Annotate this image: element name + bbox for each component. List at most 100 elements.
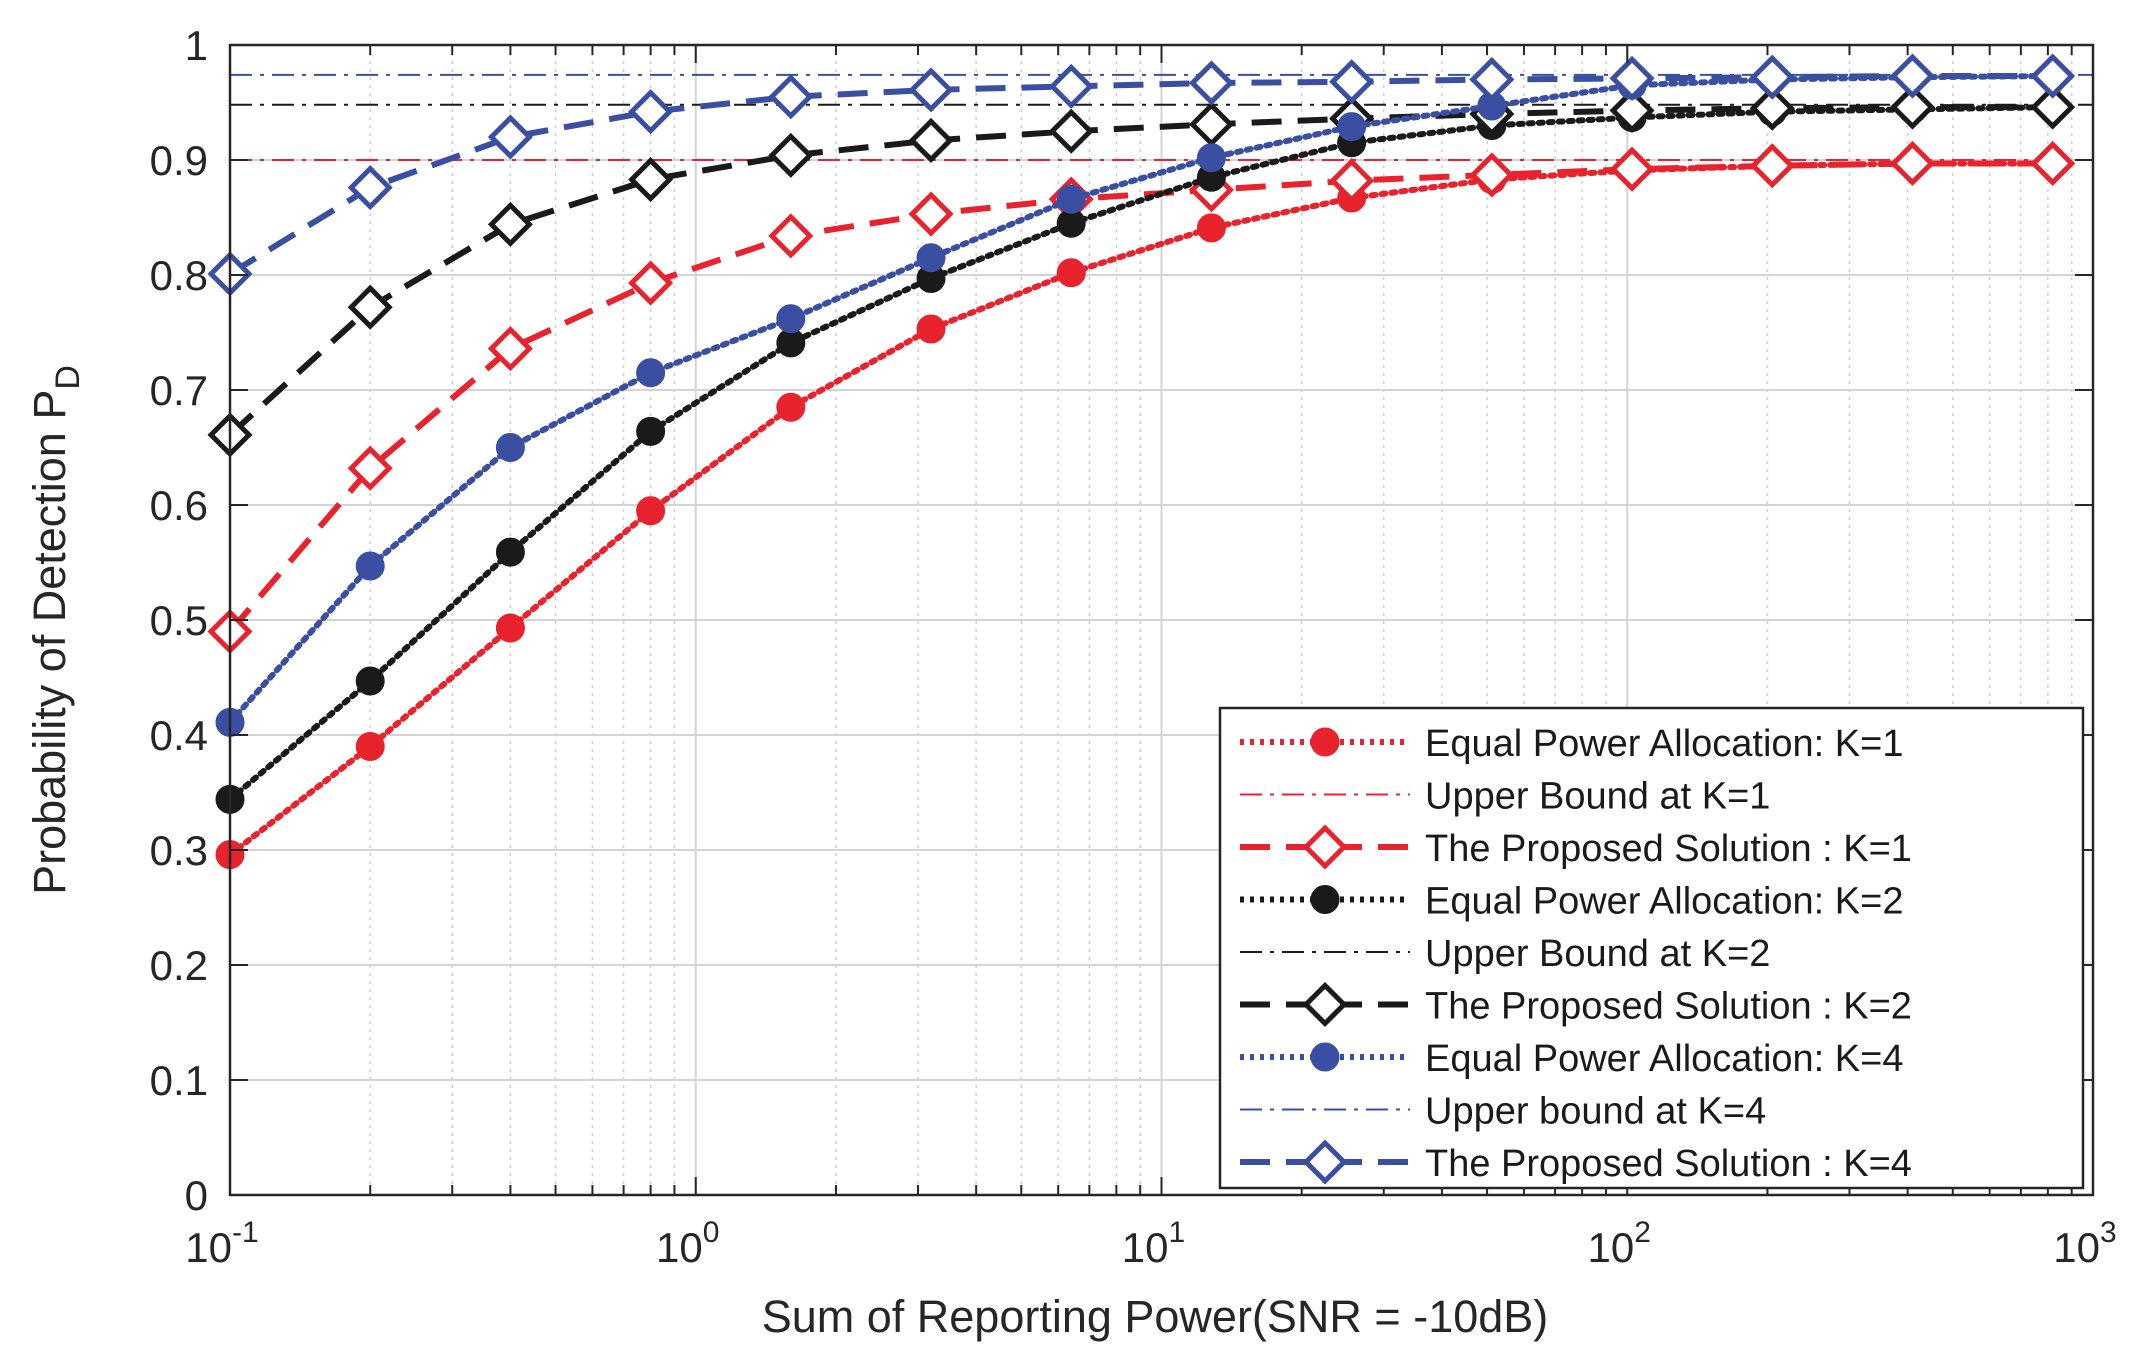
data-point: [636, 496, 666, 526]
data-point: [636, 358, 666, 388]
legend-marker: [1302, 1139, 1348, 1185]
data-point: [1329, 59, 1375, 105]
data-point: [355, 666, 385, 696]
y-tick-label: 0.9: [150, 137, 208, 184]
legend-label: Upper Bound at K=2: [1425, 933, 1770, 975]
legend-marker: [1310, 1042, 1340, 1072]
legend-item: The Proposed Solution : K=1: [1240, 824, 1912, 870]
legend-label: Equal Power Allocation: K=1: [1425, 723, 1903, 765]
y-axis-label-subscript: D: [49, 365, 87, 390]
series-line: [227, 104, 2053, 438]
data-point: [916, 314, 946, 344]
data-point: [347, 165, 393, 211]
legend-item: Upper Bound at K=2: [1240, 933, 1770, 975]
data-point: [1609, 146, 1655, 192]
legend-label: Equal Power Allocation: K=2: [1425, 881, 1903, 923]
y-tick-label: 0.3: [150, 827, 208, 874]
series-6: [207, 84, 2076, 458]
legend-label: Upper bound at K=4: [1425, 1091, 1766, 1133]
data-point: [768, 213, 814, 259]
legend-item: Equal Power Allocation: K=2: [1240, 881, 1903, 923]
data-point: [1469, 56, 1515, 103]
data-point: [1048, 63, 1094, 109]
data-point: [487, 114, 533, 160]
legend-item: Equal Power Allocation: K=4: [1240, 1038, 1903, 1080]
y-tick-label: 0.6: [150, 482, 208, 529]
data-point: [776, 392, 806, 422]
y-tick-label: 0.4: [150, 712, 208, 759]
legend-marker: [1302, 824, 1348, 870]
y-tick-label: 0: [185, 1172, 208, 1219]
legend-item: The Proposed Solution : K=4: [1240, 1139, 1912, 1185]
y-axis-label-main: Probability of Detection P: [24, 390, 75, 895]
legend-label: The Proposed Solution : K=1: [1425, 828, 1912, 870]
series-line: [227, 160, 2053, 634]
data-point: [1469, 152, 1515, 198]
data-point: [2030, 84, 2076, 130]
legend: Equal Power Allocation: K=1 Upper Bound a…: [1218, 706, 2085, 1190]
legend-label: The Proposed Solution : K=4: [1425, 1143, 1912, 1185]
data-point: [347, 284, 393, 330]
data-point: [916, 243, 946, 273]
data-point: [768, 132, 814, 178]
legend-marker: [1310, 885, 1340, 914]
data-point: [1609, 88, 1655, 134]
x-tick-label: 101: [1122, 1216, 1185, 1271]
data-point: [908, 191, 954, 237]
data-point: [347, 445, 393, 491]
x-axis-label: Sum of Reporting Power(SNR = -10dB): [762, 1291, 1549, 1342]
data-point: [628, 89, 674, 135]
data-point: [495, 537, 525, 567]
data-point: [1889, 84, 1935, 130]
x-tick-label: 10-1: [185, 1216, 258, 1271]
legend-item: The Proposed Solution : K=2: [1240, 981, 1912, 1028]
data-point: [1749, 54, 1795, 100]
series-line: [228, 73, 2053, 277]
data-point: [628, 157, 674, 203]
x-tick-label: 102: [1588, 1216, 1651, 1271]
data-point: [1329, 158, 1375, 204]
y-tick-label: 0.1: [150, 1057, 208, 1104]
data-point: [1196, 143, 1226, 173]
data-point: [776, 304, 806, 334]
axis-tick-labels: 0 0.1 0.2 0.3 0.4 0.5 0.6 0.7 0.8 0.9 1 10-1 100 101 1…: [150, 22, 2117, 1271]
legend-marker: [1302, 981, 1348, 1028]
y-tick-label: 0.5: [150, 597, 208, 644]
legend-label: Upper Bound at K=1: [1425, 776, 1770, 818]
axis-ticks: [229, 44, 2093, 1196]
data-point: [355, 732, 385, 761]
data-point: [487, 201, 533, 247]
y-tick-label: 0.7: [150, 367, 208, 414]
legend-item: Equal Power Allocation: K=1: [1240, 723, 1903, 765]
data-point: [908, 67, 954, 113]
data-point: [495, 433, 525, 462]
x-tick-label: 100: [656, 1216, 719, 1271]
data-point: [1749, 85, 1795, 131]
data-point: [1889, 53, 1935, 99]
x-tick-label: 103: [2053, 1216, 2116, 1271]
data-point: [1056, 184, 1086, 214]
data-point: [628, 260, 674, 306]
legend-marker: [1310, 727, 1340, 757]
series-line: [227, 73, 2056, 726]
legend-box: [1218, 706, 2085, 1190]
data-point: [495, 613, 525, 643]
legend-label: Equal Power Allocation: K=4: [1425, 1038, 1903, 1080]
data-point: [1056, 258, 1086, 288]
data-point: [768, 74, 814, 120]
data-point: [636, 416, 666, 446]
data-point: [355, 551, 385, 581]
data-point: [1196, 213, 1226, 243]
data-point: [1337, 112, 1367, 142]
legend-item: Upper Bound at K=1: [1240, 776, 1770, 818]
data-point: [2030, 53, 2076, 99]
y-tick-label: 1: [185, 22, 208, 69]
legend-label: The Proposed Solution : K=2: [1425, 986, 1912, 1028]
series-3: [207, 140, 2076, 655]
legend-item: Upper bound at K=4: [1240, 1091, 1766, 1133]
data-point: [1889, 140, 1935, 186]
y-axis-label: Probability of Detection PD: [24, 365, 87, 895]
data-point: [1048, 108, 1094, 154]
y-tick-label: 0.2: [150, 942, 208, 989]
